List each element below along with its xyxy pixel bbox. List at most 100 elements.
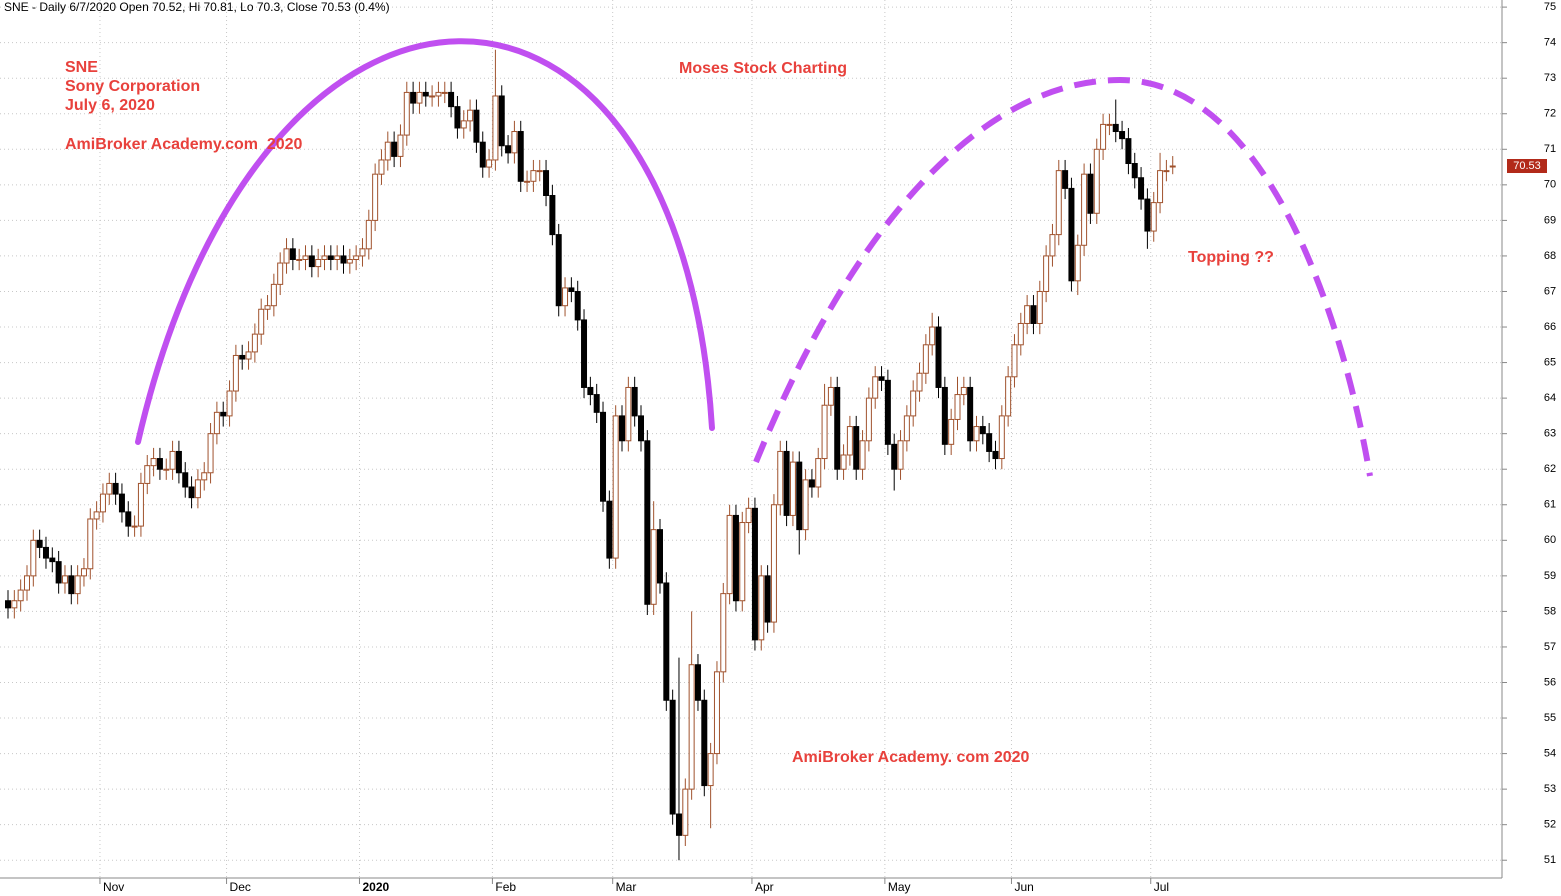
candle-body [789,461,796,516]
candle-body [486,159,493,168]
candle-body [163,468,170,471]
candle-body [137,482,144,527]
candle-body [87,518,94,570]
candle-body [644,440,651,605]
candle-body [929,326,936,346]
x-tick-label: Apr [755,880,774,894]
last-price-box [1507,159,1547,174]
candle-body [663,582,670,701]
y-tick-label: 69 [1544,214,1556,226]
annotation: Sony Corporation [65,78,200,95]
candle-body [992,450,999,460]
candle-body [429,95,436,98]
candle-body [694,664,701,701]
candle-body [998,415,1005,460]
y-tick-label: 74 [1544,37,1556,49]
candle-body [536,170,543,173]
candle-body [530,170,537,182]
header: SNE - Daily 6/7/2020 Open 70.52, Hi 70.8… [4,0,390,14]
y-tick-label: 73 [1544,72,1556,84]
candle-body [638,415,644,442]
candle-body [49,557,56,563]
candle-body [726,514,733,595]
candle-body [517,131,524,182]
candle-body [916,372,923,392]
candle-body [770,504,777,623]
candle-body [1030,305,1037,324]
candle-body [201,472,208,481]
candle-body [701,699,708,787]
y-tick-label: 64 [1544,392,1556,404]
y-tick-label: 62 [1544,463,1556,475]
x-tick-label: Dec [230,880,251,894]
candle-body [30,539,37,577]
annotation: Topping ?? [1188,249,1274,266]
candle-body [378,159,385,175]
candle-body [460,120,467,129]
candle-body [872,376,879,399]
candle-body [960,386,967,396]
candle-body [1005,376,1012,417]
x-tick-label: May [888,880,911,894]
candle-body [232,354,239,392]
candle-body [365,219,372,250]
candle-body [99,493,106,513]
candle-body [1150,202,1157,232]
candle-body [226,390,233,417]
annotation: SNE [65,59,98,76]
candle-body [505,145,512,154]
candle-body [492,95,499,161]
candle-body [587,386,594,396]
dashed-arc [753,76,1373,477]
candle-body [289,248,296,260]
candle-body [315,258,322,268]
candle-body [498,95,505,147]
candle-body [669,699,676,815]
annotation: AmiBroker Academy.com 2020 [65,136,303,153]
axis-labels: 51 52 53 54 55 56 57 58 59 60 61 62 63 64 65 66 67 68 69 70… [99,1,1556,894]
candle-body [1119,131,1126,140]
candle-body [11,600,18,609]
x-tick-label: Mar [616,880,637,894]
candle-body [935,326,942,388]
candle-body [675,813,682,836]
candle-body [61,575,68,584]
candle-body [948,418,955,445]
candle-body [220,411,227,417]
y-tick-label: 53 [1544,783,1556,795]
candle-body [213,411,220,435]
candle-body [334,255,341,260]
candle-body [258,308,265,335]
y-tick-label: 56 [1544,676,1556,688]
candle-body [745,507,752,524]
candle-body [353,255,360,260]
candle-body [827,386,834,406]
candle-body [574,290,581,321]
candle-body [1087,173,1094,214]
candle-body [448,91,455,108]
y-tick-label: 61 [1544,499,1556,511]
y-tick-label: 58 [1544,605,1556,617]
annotation: Moses Stock Charting [679,60,847,77]
candle-body [1036,290,1043,324]
candle-body [600,411,607,502]
candle-body [682,788,689,836]
candle-body [410,91,417,104]
x-tick-label: Feb [495,880,516,894]
candle-body [562,287,569,307]
annotation: July 6, 2020 [65,97,155,114]
candle-body [302,255,309,260]
annotation: AmiBroker Academy. com 2020 [792,749,1030,766]
candle-body [55,561,62,584]
x-tick-label: Jul [1154,880,1169,894]
x-tick-label: Nov [103,880,124,894]
x-tick-label: 2020 [362,880,389,894]
candle-body [650,529,657,605]
candle-body [416,91,423,104]
candle-body [1062,170,1069,189]
candle-body [1043,255,1050,292]
candle-body [1055,170,1062,236]
candle-body [891,443,898,470]
candle-body [182,472,189,488]
